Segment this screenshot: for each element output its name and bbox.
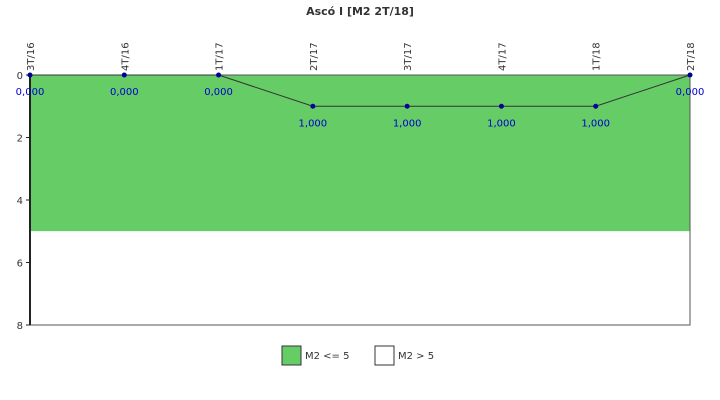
point	[27, 72, 33, 78]
legend-label: M2 <= 5	[305, 351, 349, 362]
y-tick-label: 2	[17, 134, 23, 145]
y-tick-label: 0	[17, 71, 23, 82]
data-label: 1,000	[393, 118, 422, 129]
series-line	[30, 74, 691, 107]
x-tick-label: 2T/17	[309, 42, 320, 71]
point	[404, 103, 410, 109]
legend-swatch	[374, 345, 395, 366]
y-tick-label: 8	[17, 321, 23, 332]
data-label: 1,000	[581, 118, 610, 129]
x-tick-label: 4T/16	[120, 42, 131, 71]
x-tick-label: 4T/17	[497, 42, 508, 71]
point	[216, 72, 222, 78]
data-label: 0,000	[16, 87, 45, 98]
chart-title: Ascó I [M2 2T/18]	[306, 5, 414, 18]
data-label: 0,000	[110, 87, 139, 98]
y-tick-label: 4	[17, 196, 23, 207]
x-tick-label: 3T/16	[26, 42, 37, 71]
point	[687, 72, 693, 78]
x-tick-label: 1T/17	[215, 42, 226, 71]
point	[593, 103, 599, 109]
point	[498, 103, 504, 109]
point	[121, 72, 127, 78]
band	[30, 231, 690, 325]
data-label: 0,000	[204, 87, 233, 98]
x-tick-label: 3T/17	[403, 42, 414, 71]
data-label: 0,000	[676, 87, 705, 98]
data-label: 1,000	[487, 118, 516, 129]
x-tick-label: 1T/18	[592, 42, 603, 71]
legend-label: M2 > 5	[398, 351, 434, 362]
x-tick-label: 2T/18	[686, 42, 697, 71]
point	[310, 103, 316, 109]
band	[30, 75, 690, 232]
legend-swatch	[281, 345, 302, 366]
y-tick-label: 6	[17, 259, 23, 270]
data-label: 1,000	[299, 118, 328, 129]
